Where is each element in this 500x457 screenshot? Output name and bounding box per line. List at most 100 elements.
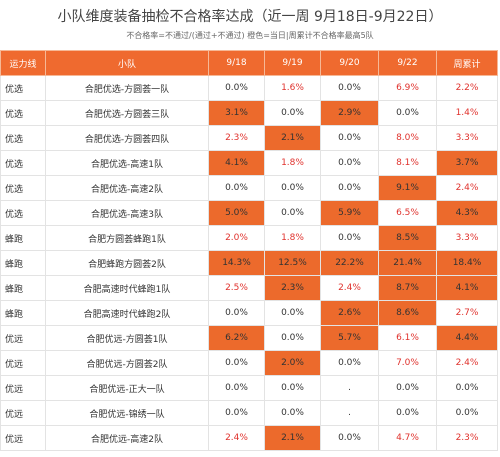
row: 优选 合肥优选-方圆荟一队 0.0% 1.6% 0.0% 6.9% 2.2% bbox=[0, 75, 498, 101]
cell: 0.0% bbox=[264, 175, 321, 201]
title: 小队维度装备抽检不合格率达成（近一周 9月18日-9月22日） bbox=[57, 9, 443, 25]
row: 优选 合肥优选-高速1队 4.1% 1.8% 0.0% 8.1% 3.7% bbox=[0, 150, 498, 176]
cell: 2.2% bbox=[436, 75, 498, 101]
cell: 0.0% bbox=[436, 375, 498, 401]
cell: 2.1% bbox=[264, 125, 321, 151]
cell: 0.0% bbox=[320, 150, 379, 176]
cell: 18.4% bbox=[436, 250, 498, 276]
cell: 0.0% bbox=[208, 400, 265, 426]
row: 优远 合肥优远-锦绣一队 0.0% 0.0%. 0.0% 0.0% bbox=[0, 400, 498, 426]
row: 优选 合肥优选-方圆荟四队 2.3% 2.1% 0.0% 8.0% 3.3% bbox=[0, 125, 498, 151]
cell: 4.3% bbox=[436, 200, 498, 226]
cell: 1.8% bbox=[264, 225, 321, 251]
cell: 合肥优远-方圆荟1队 bbox=[45, 325, 209, 351]
cell: 0.0% bbox=[320, 225, 379, 251]
cell: 0.0% bbox=[264, 375, 321, 401]
cell: 优选 bbox=[0, 100, 46, 126]
cell: 2.7% bbox=[436, 300, 498, 326]
cell: 2.4% bbox=[208, 425, 265, 451]
cell: 优选 bbox=[0, 125, 46, 151]
cell: 合肥优选-方圆荟四队 bbox=[45, 125, 209, 151]
cell: 0.0% bbox=[208, 350, 265, 376]
column-header: 9/20 bbox=[320, 50, 379, 76]
cell: 22.2% bbox=[320, 250, 379, 276]
cell: 合肥高速时代蜂跑2队 bbox=[45, 300, 209, 326]
cell: 0.0% bbox=[320, 125, 379, 151]
cell: 4.4% bbox=[436, 325, 498, 351]
cell: 8.6% bbox=[378, 300, 437, 326]
cell: 优选 bbox=[0, 75, 46, 101]
cell: 合肥优选-高速2队 bbox=[45, 175, 209, 201]
row: 优远 合肥优远-方圆荟2队 0.0% 2.0% 0.0% 7.0% 2.4% bbox=[0, 350, 498, 376]
row: 优选 合肥优选-方圆荟三队 3.1% 0.0% 2.9% 0.0% 1.4% bbox=[0, 100, 498, 126]
cell: 3.3% bbox=[436, 225, 498, 251]
cell: 7.0% bbox=[378, 350, 437, 376]
cell: 0.0% bbox=[208, 175, 265, 201]
subtitle: 不合格率=不通过/(通过+不通过) 橙色=当日|周累计不合格率最高5队 bbox=[126, 31, 374, 40]
cell: 0.0% bbox=[264, 100, 321, 126]
cell: 合肥蜂跑方圆荟2队 bbox=[45, 250, 209, 276]
cell: 8.7% bbox=[378, 275, 437, 301]
cell: 2.0% bbox=[264, 350, 321, 376]
row: 蜂跑 合肥蜂跑方圆荟2队 14.3% 12.5% 22.2% 21.4% 18.4% bbox=[0, 250, 498, 276]
cell: 3.1% bbox=[208, 100, 265, 126]
cell: 0.0% bbox=[264, 400, 321, 426]
row: 优选 合肥优选-高速3队 5.0% 0.0% 5.9% 6.5% 4.3% bbox=[0, 200, 498, 226]
cell: 0.0% bbox=[264, 200, 321, 226]
cell: 优远 bbox=[0, 400, 46, 426]
cell: 5.7% bbox=[320, 325, 379, 351]
cell: 优选 bbox=[0, 200, 46, 226]
cell: 2.3% bbox=[264, 275, 321, 301]
cell: 0.0% bbox=[264, 325, 321, 351]
column-header: 周累计 bbox=[436, 50, 498, 76]
cell: 优选 bbox=[0, 150, 46, 176]
cell: 2.3% bbox=[436, 425, 498, 451]
cell: 6.1% bbox=[378, 325, 437, 351]
cell: 0.0% bbox=[378, 375, 437, 401]
cell: 合肥优远-正大一队 bbox=[45, 375, 209, 401]
cell: 2.4% bbox=[436, 350, 498, 376]
column-header: 运力线 bbox=[0, 50, 46, 76]
cell: 4.1% bbox=[436, 275, 498, 301]
cell: 0.0% bbox=[208, 375, 265, 401]
cell: 5.0% bbox=[208, 200, 265, 226]
cell: 优远 bbox=[0, 350, 46, 376]
cell: 3.3% bbox=[436, 125, 498, 151]
cell: 6.2% bbox=[208, 325, 265, 351]
cell: 2.5% bbox=[208, 275, 265, 301]
column-header: 小队 bbox=[45, 50, 209, 76]
cell: 3.7% bbox=[436, 150, 498, 176]
row: 优远 合肥优远-正大一队 0.0% 0.0%. 0.0% 0.0% bbox=[0, 375, 498, 401]
cell: 0.0% bbox=[320, 75, 379, 101]
cell: 2.4% bbox=[320, 275, 379, 301]
table: 运力线 小队 9/18 9/19 9/20 9/22 周累计 优选 合肥优选-方圆荟一队 0.0… bbox=[0, 50, 498, 451]
row: 优选 合肥优选-高速2队 0.0% 0.0% 0.0% 9.1% 2.4% bbox=[0, 175, 498, 201]
cell: 2.3% bbox=[208, 125, 265, 151]
row: 蜂跑 合肥方圆荟蜂跑1队 2.0% 1.8% 0.0% 8.5% 3.3% bbox=[0, 225, 498, 251]
cell: 优远 bbox=[0, 425, 46, 451]
cell: 0.0% bbox=[320, 350, 379, 376]
cell: 优远 bbox=[0, 375, 46, 401]
cell: 蜂跑 bbox=[0, 300, 46, 326]
row: 优远 合肥优远-方圆荟1队 6.2% 0.0% 5.7% 6.1% 4.4% bbox=[0, 325, 498, 351]
cell: 2.6% bbox=[320, 300, 379, 326]
cell: 1.8% bbox=[264, 150, 321, 176]
cell: 蜂跑 bbox=[0, 250, 46, 276]
cell: 合肥方圆荟蜂跑1队 bbox=[45, 225, 209, 251]
cell: 6.5% bbox=[378, 200, 437, 226]
cell: 0.0% bbox=[208, 75, 265, 101]
cell: 合肥优选-高速1队 bbox=[45, 150, 209, 176]
cell: 0.0% bbox=[208, 300, 265, 326]
cell: . bbox=[320, 375, 379, 401]
cell: 5.9% bbox=[320, 200, 379, 226]
cell: 合肥优远-锦绣一队 bbox=[45, 400, 209, 426]
cell: 合肥优选-方圆荟一队 bbox=[45, 75, 209, 101]
row: 优远 合肥优远-高速2队 2.4% 2.1% 0.0% 4.7% 2.3% bbox=[0, 425, 498, 451]
cell: 8.5% bbox=[378, 225, 437, 251]
cell: 2.1% bbox=[264, 425, 321, 451]
cell: 0.0% bbox=[320, 175, 379, 201]
cell: 0.0% bbox=[378, 400, 437, 426]
cell: 4.1% bbox=[208, 150, 265, 176]
row: 蜂跑 合肥高速时代蜂跑1队 2.5% 2.3% 2.4% 8.7% 4.1% bbox=[0, 275, 498, 301]
cell: 蜂跑 bbox=[0, 275, 46, 301]
